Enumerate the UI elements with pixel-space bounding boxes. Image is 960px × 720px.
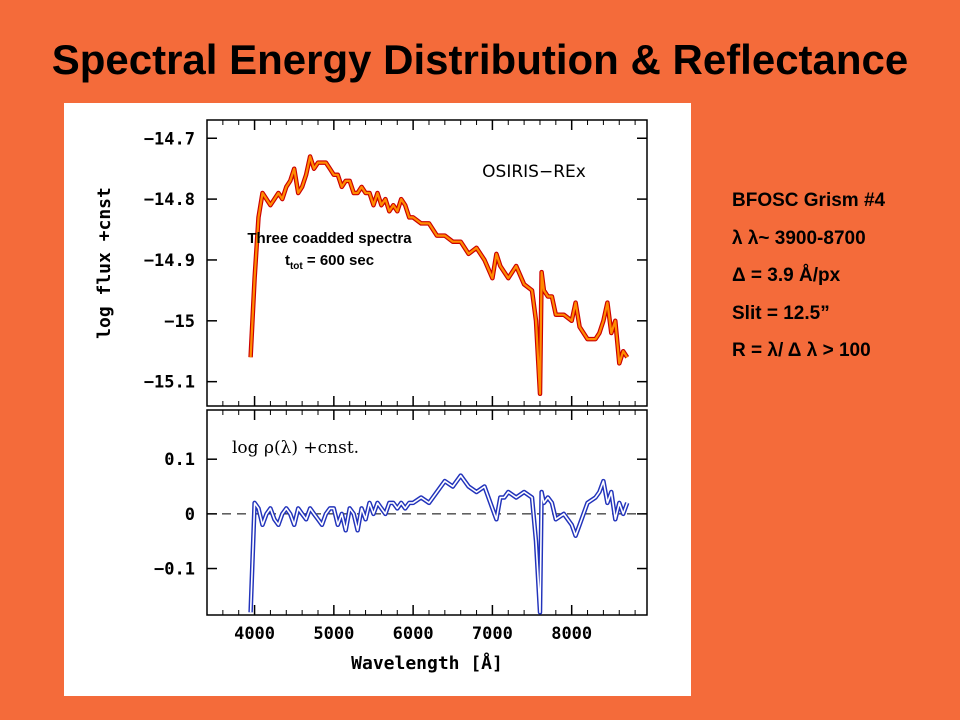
xtick-label: 4000	[234, 624, 275, 644]
flux-series-line	[249, 155, 629, 395]
reflectance-series-edge	[248, 473, 630, 615]
x-axis-label: Wavelength [Å]	[351, 651, 503, 674]
annotation-line2: ttot = 600 sec	[222, 250, 437, 278]
spec-resolution: R = λ/ Δ λ > 100	[732, 340, 871, 361]
lines-layer	[248, 154, 630, 615]
bottom-ytick-label: 0	[185, 505, 195, 525]
top-ytick-label: −14.7	[144, 129, 195, 149]
ticks-layer: −14.7 −14.8 −14.9 −15 −15.1 0.1 0 −0.1 4000 5000 6…	[144, 120, 647, 644]
bottom-ytick-label: −0.1	[154, 560, 195, 580]
coadd-annotation: Three coadded spectra ttot = 600 sec	[222, 228, 437, 278]
bottom-series-label: log ρ(λ) +cnst.	[232, 438, 359, 458]
spec-wavelength-range: λ λ~ 3900-8700	[732, 227, 866, 249]
xtick-label: 6000	[393, 624, 434, 644]
spec-grism: BFOSC Grism #4	[732, 190, 886, 211]
annotation-line1: Three coadded spectra	[247, 230, 412, 247]
figure-panel: log flux +cnst Wavelength [Å] OSIRIS−REx…	[64, 103, 691, 696]
bottom-plot-frame	[206, 409, 648, 616]
bottom-ytick-label: 0.1	[164, 450, 195, 470]
slide-title: Spectral Energy Distribution & Reflectan…	[51, 36, 909, 83]
spectrum-figure: log flux +cnst Wavelength [Å] OSIRIS−REx…	[94, 119, 648, 674]
top-ytick-label: −15.1	[144, 373, 195, 393]
top-ytick-label: −14.8	[144, 190, 195, 210]
annotation-t: t	[284, 252, 290, 269]
top-ytick-label: −14.9	[144, 251, 195, 271]
top-series-label: OSIRIS−REx	[482, 162, 586, 182]
xtick-label: 5000	[313, 624, 354, 644]
annotation-t-rest: = 600 sec	[302, 252, 375, 269]
instrument-specs: BFOSC Grism #4 λ λ~ 3900-8700 Δ = 3.9 Å/…	[732, 182, 952, 370]
annotation-t-sub: tot	[289, 261, 303, 272]
xtick-label: 8000	[551, 624, 592, 644]
spec-slit: Slit = 12.5”	[732, 302, 830, 324]
xtick-label: 7000	[472, 624, 513, 644]
spec-dispersion: Δ = 3.9 Å/px	[732, 265, 841, 286]
top-plot-frame	[206, 119, 648, 407]
reflectance-series-line	[249, 474, 628, 614]
top-y-axis-label: log flux +cnst	[94, 187, 115, 339]
top-ytick-label: −15	[164, 312, 195, 332]
